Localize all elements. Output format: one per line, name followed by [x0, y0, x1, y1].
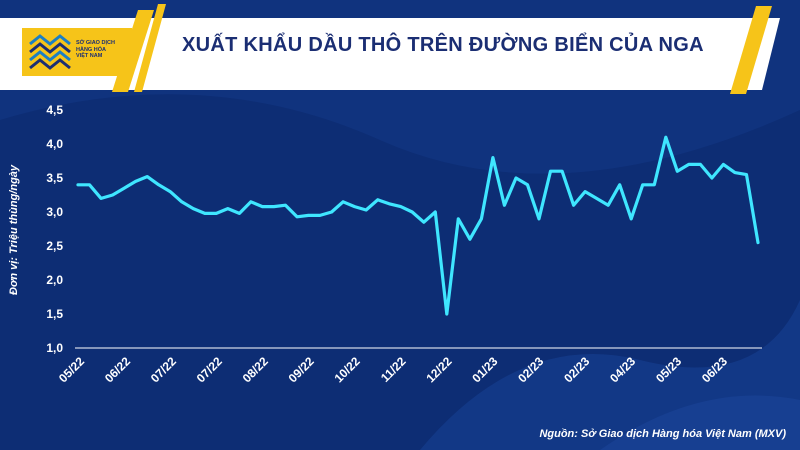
logo-mark-icon: [29, 34, 71, 70]
y-tick-label: 1,5: [46, 307, 63, 321]
x-tick-label: 07/22: [194, 354, 225, 385]
x-tick-label: 08/22: [240, 354, 271, 385]
y-tick-label: 4,5: [46, 103, 63, 117]
y-tick-label: 3,0: [46, 205, 63, 219]
x-tick-label: 11/22: [378, 354, 409, 385]
x-tick-label: 05/22: [56, 354, 87, 385]
source-note: Nguồn: Sở Giao dịch Hàng hóa Việt Nam (M…: [539, 428, 786, 440]
logo-text: SỞ GIAO DỊCH HÀNG HÓA VIỆT NAM: [76, 40, 132, 60]
page-title: XUẤT KHẨU DẦU THÔ TRÊN ĐƯỜNG BIỂN CỦA NG…: [182, 34, 704, 56]
logo-line: SỞ GIAO DỊCH: [76, 40, 115, 46]
x-tick-label: 02/23: [515, 354, 546, 385]
x-tick-label: 06/22: [102, 354, 133, 385]
logo-line: VIỆT NAM: [76, 53, 103, 59]
x-tick-label: 01/23: [469, 354, 500, 385]
x-tick-label: 09/22: [286, 354, 317, 385]
y-tick-label: 3,5: [46, 171, 63, 185]
y-tick-label: 1,0: [46, 341, 63, 355]
y-tick-label: 2,5: [46, 239, 63, 253]
y-tick-label: 4,0: [46, 137, 63, 151]
x-tick-label: 07/22: [148, 354, 179, 385]
logo-line: HÀNG HÓA: [76, 46, 106, 53]
x-tick-label: 12/22: [423, 354, 454, 385]
x-tick-label: 10/22: [332, 354, 363, 385]
x-tick-label: 05/23: [653, 354, 684, 385]
x-tick-label: 06/23: [699, 354, 730, 385]
logo: [22, 28, 132, 76]
series-line: [76, 135, 760, 316]
y-tick-label: 2,0: [46, 273, 63, 287]
x-tick-label: 04/23: [607, 354, 638, 385]
x-tick-label: 02/23: [561, 354, 592, 385]
